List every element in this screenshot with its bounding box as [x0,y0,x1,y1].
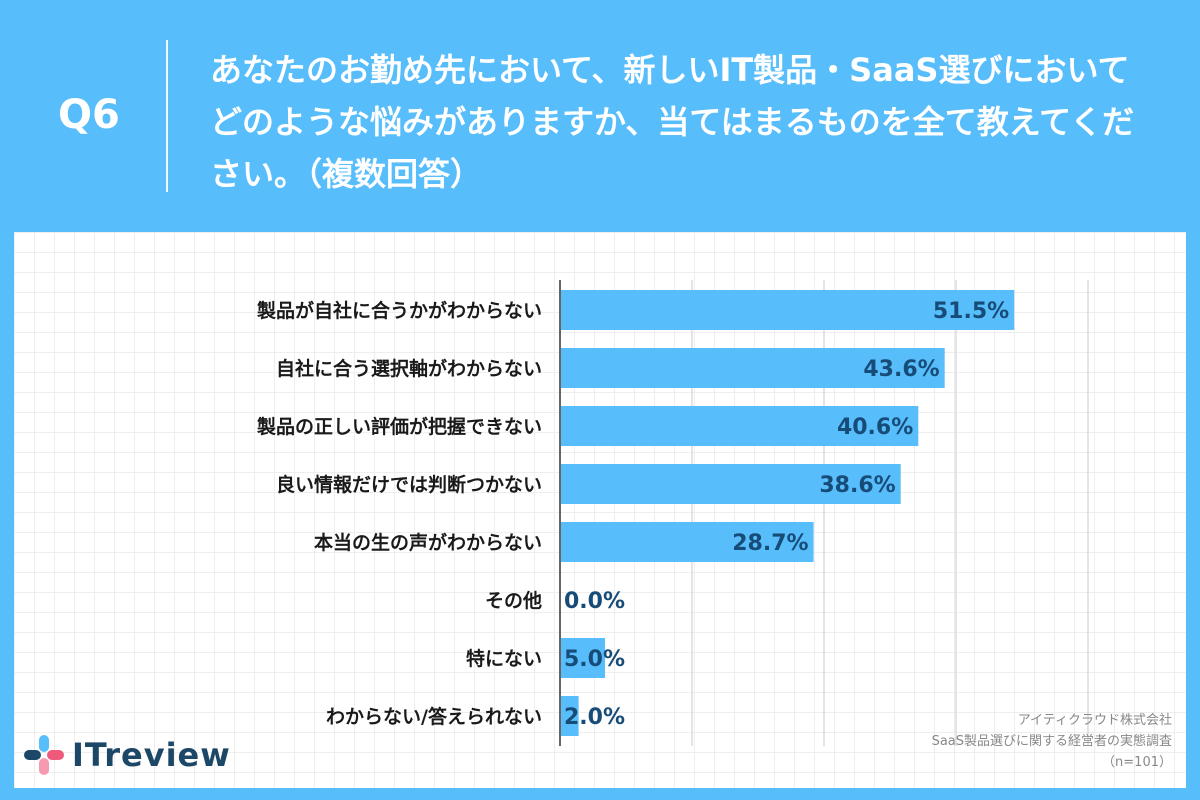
itreview-logo: ITreview [24,735,231,775]
category-label: 良い情報だけでは判断つかない [276,473,542,496]
question-text: あなたのお勤め先において、新しいIT製品・SaaS選びにおいてどのような悩みがあ… [210,51,1135,193]
question-number: Q6 [58,92,120,138]
category-label: 本当の生の声がわからない [314,531,542,554]
bar [561,348,945,388]
bar [561,696,579,736]
bar [561,406,919,446]
data-label: 0.0% [564,589,625,614]
category-label: わからない/答えられない [326,705,542,728]
source-note: アイティクラウド株式会社 SaaS製品選びに関する経営者の実態調査 （n=101… [932,710,1172,773]
bar [561,464,901,504]
header-divider [166,40,168,192]
source-survey: SaaS製品選びに関する経営者の実態調査 [931,734,1172,749]
category-label: 製品が自社に合うかがわからない [256,299,542,322]
data-label: 28.7% [732,531,808,556]
data-label: 5.0% [564,647,625,672]
data-label: 2.0% [564,705,625,730]
category-label: 特にない [466,648,542,670]
data-label: 40.6% [837,415,913,440]
category-label: 自社に合う選択軸がわからない [276,357,542,380]
bar [561,290,1015,330]
bar [561,522,814,562]
bar [561,638,605,678]
category-label: 製品の正しい評価が把握できない [256,415,542,438]
category-label: その他 [485,589,542,612]
data-label: 43.6% [863,357,939,382]
source-company: アイティクラウド株式会社 [1017,713,1172,728]
data-label: 38.6% [819,473,895,498]
logo-cross-icon [24,735,64,775]
data-label: 51.5% [933,299,1009,324]
header: Q6 あなたのお勤め先において、新しいIT製品・SaaS選びにおいてどのような悩… [0,0,1200,232]
source-sample: （n=101） [1102,755,1172,770]
logo-text: ITreview [72,736,231,774]
